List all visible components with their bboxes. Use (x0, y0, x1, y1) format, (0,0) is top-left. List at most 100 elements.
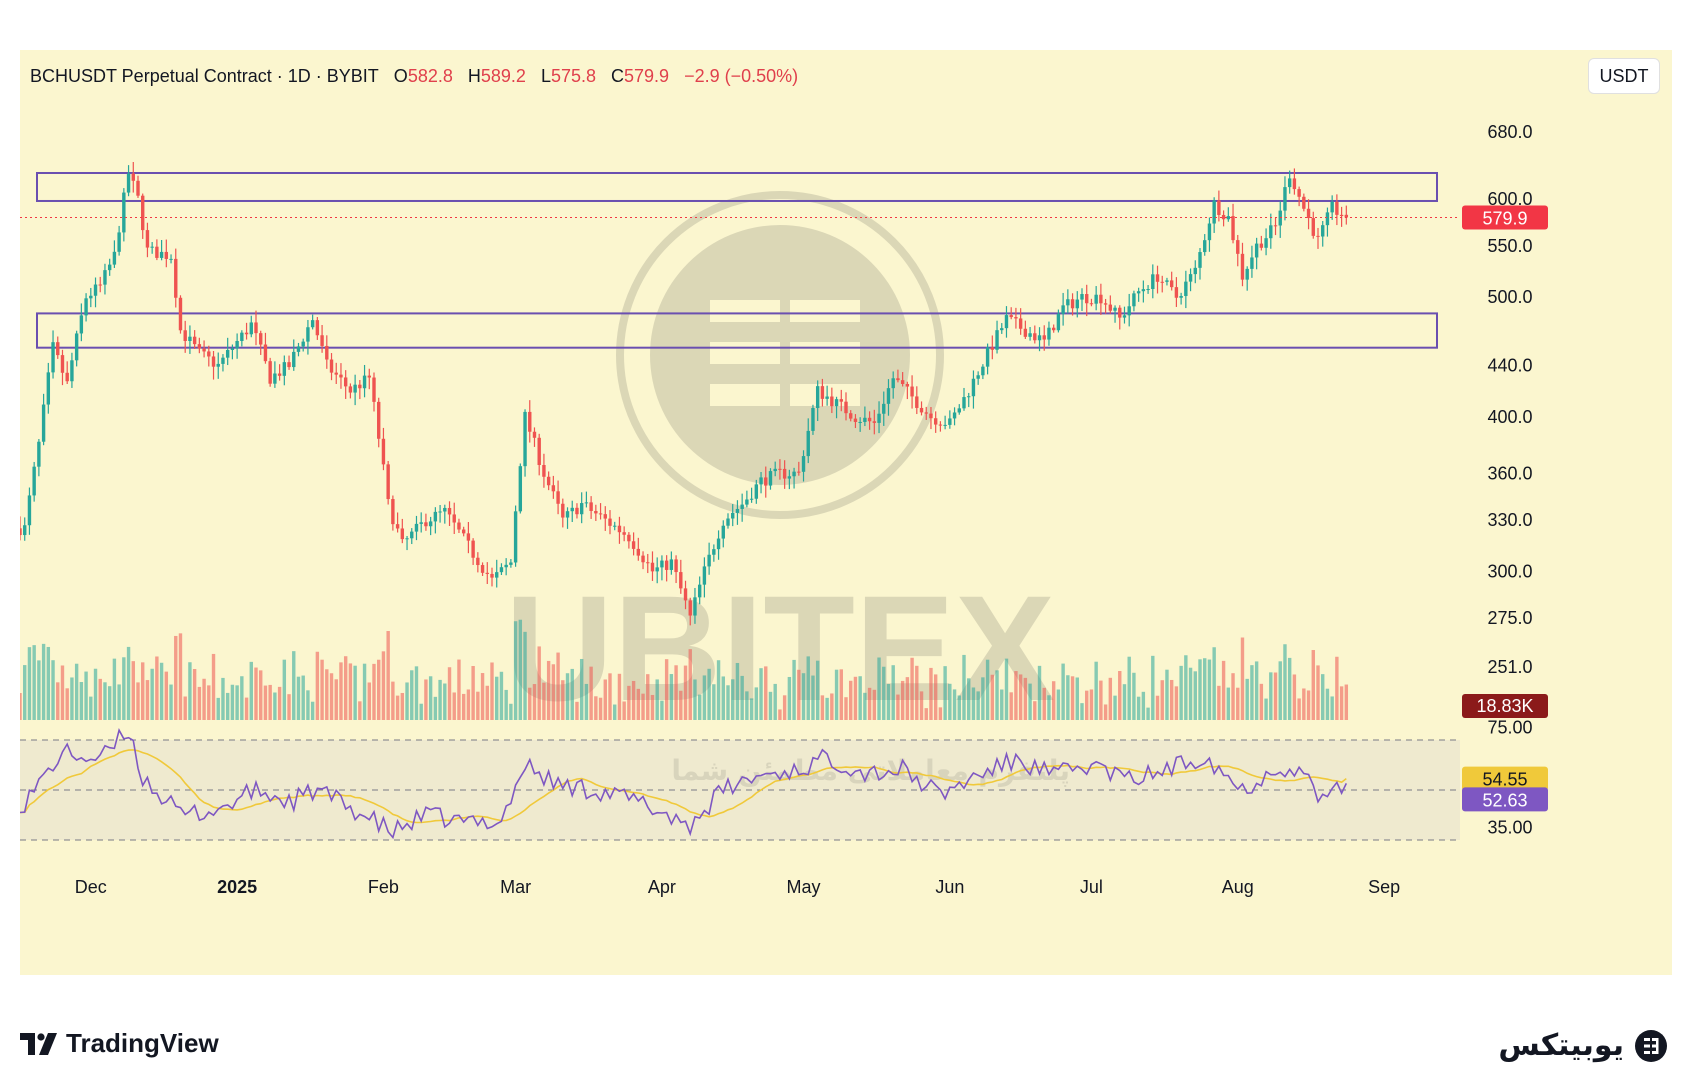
volume-bar (296, 676, 301, 720)
volume-bar (561, 680, 565, 720)
volume-bar (1236, 687, 1240, 720)
candle-body (424, 522, 428, 527)
volume-bar (1004, 658, 1009, 720)
volume-bar (207, 685, 211, 720)
volume-bar (952, 689, 957, 720)
volume-bar (84, 671, 88, 720)
volume-bar (1132, 672, 1136, 720)
volume-bar (1278, 661, 1282, 720)
candle-body (849, 413, 853, 419)
candle-body (891, 378, 895, 389)
volume-bar (731, 679, 735, 720)
volume-bar (169, 684, 173, 720)
candle-body (367, 375, 371, 378)
price-tick-label: 680.0 (1487, 122, 1532, 142)
volume-bar (343, 656, 348, 720)
candle-body (867, 417, 872, 422)
volume-bar (546, 660, 551, 720)
volume-bar (849, 680, 853, 720)
candle-body (249, 322, 253, 335)
volume-bar (447, 667, 452, 720)
candle-body (1037, 335, 1042, 341)
candle-body (141, 195, 145, 231)
candle-body (981, 366, 985, 376)
volume-bar (811, 675, 815, 720)
volume-bar (1287, 657, 1292, 720)
candle-body (211, 356, 216, 367)
volume-bar (754, 687, 759, 720)
volume-bar (1056, 689, 1061, 720)
volume-bar (348, 663, 353, 720)
candle-body (221, 357, 225, 364)
candle-body (1184, 281, 1188, 296)
candle-body (1033, 333, 1037, 341)
candle-body (594, 510, 598, 514)
candle-body (1000, 328, 1004, 331)
volume-bar (1047, 695, 1051, 720)
volume-bar (1330, 696, 1334, 720)
volume-bar (74, 663, 79, 720)
candle-body (631, 541, 636, 549)
currency-button[interactable]: USDT (1588, 58, 1660, 94)
volume-bar (1259, 683, 1264, 720)
price-tick-label: 550.0 (1487, 236, 1532, 256)
volume-bar (712, 684, 716, 720)
rsi-tick-label: 35.00 (1487, 818, 1532, 838)
candle-body (518, 466, 523, 512)
volume-bar (938, 707, 943, 720)
candle-body (320, 335, 324, 346)
volume-bar (749, 698, 754, 720)
candle-body (32, 466, 36, 496)
candle-body (844, 401, 848, 414)
watermark-slogan: پلتفرم معاملاتی مطمئن شما (671, 754, 1070, 787)
volume-bar (457, 659, 461, 720)
symbol-label[interactable]: BCHUSDT Perpetual Contract · 1D · BYBIT (30, 66, 379, 86)
volume-bar (1283, 644, 1287, 720)
candle-body (749, 498, 754, 500)
candle-body (1278, 210, 1282, 226)
candle-body (419, 522, 423, 524)
candle-body (207, 351, 211, 357)
candle-body (811, 408, 815, 431)
volume-bar (192, 668, 197, 720)
volume-bar (584, 683, 589, 720)
candle-body (877, 413, 881, 423)
volume-bar (905, 677, 910, 720)
volume-bar (716, 660, 721, 720)
candle-body (27, 495, 32, 526)
time-tick-label: Jul (1080, 877, 1103, 897)
high-value: 589.2 (480, 66, 526, 86)
volume-bar (310, 701, 315, 720)
candle-body (428, 521, 433, 527)
volume-bar (428, 676, 433, 720)
candle-body (1141, 289, 1146, 292)
rsi-ma-badge-text: 54.55 (1482, 770, 1527, 790)
candle-body (745, 499, 749, 505)
candle-body (1344, 214, 1349, 218)
candle-body (107, 264, 112, 271)
rsi-badge-text: 52.63 (1482, 790, 1527, 810)
candle-body (962, 397, 966, 409)
volume-bar (853, 676, 858, 720)
volume-bar (579, 658, 584, 720)
volume-bar (1240, 637, 1245, 720)
candle-body (1212, 200, 1216, 224)
volume-bar (471, 665, 475, 720)
volume-bar (1207, 659, 1212, 720)
volume-bar (617, 673, 622, 720)
candle-body (230, 348, 235, 350)
candle-body (433, 511, 438, 522)
candle-body (259, 333, 263, 345)
candle-body (197, 344, 202, 349)
volume-bar (400, 692, 405, 720)
volume-bar (306, 690, 310, 720)
zone-box-0 (36, 171, 1438, 202)
candle-body (372, 377, 376, 402)
price-tick-label: 360.0 (1487, 463, 1532, 483)
candle-body (655, 567, 659, 572)
chart-legend: BCHUSDT Perpetual Contract · 1D · BYBIT … (30, 66, 798, 87)
volume-bar (882, 666, 886, 720)
volume-bar (1188, 667, 1193, 720)
volume-bar (1146, 707, 1150, 720)
candle-body (1042, 335, 1046, 340)
